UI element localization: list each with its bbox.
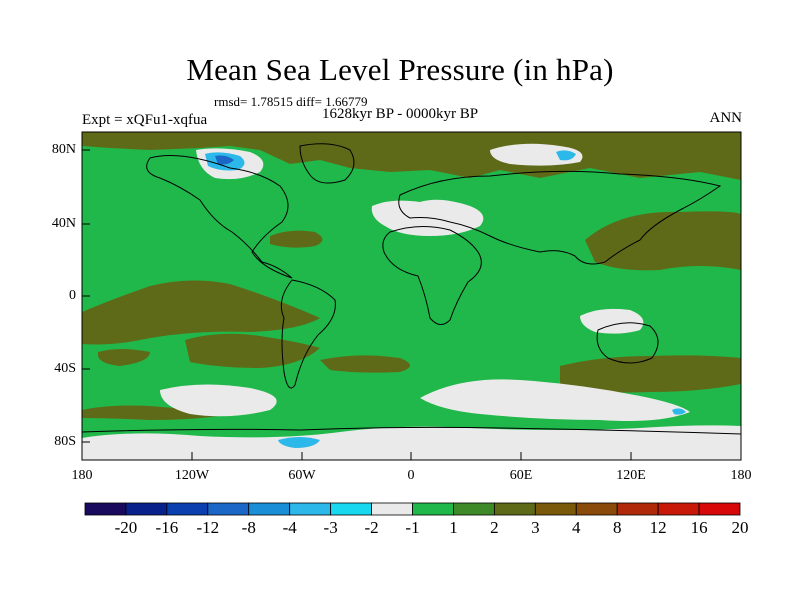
colorbar-label: -3 <box>323 518 338 537</box>
colorbar-swatch <box>166 502 209 516</box>
colorbar-label: -1 <box>405 518 420 537</box>
map-title: Mean Sea Level Pressure (in hPa) <box>186 52 614 87</box>
colorbar-swatch <box>657 502 700 516</box>
coastlines <box>81 143 742 435</box>
colorbar-swatch <box>248 502 291 516</box>
colorbar <box>84 502 741 516</box>
lon-tick-label: 60E <box>509 468 533 483</box>
lon-tick-label: 60W <box>288 468 316 483</box>
lat-tick-label: 80N <box>51 142 76 157</box>
lat-tick-label: 40S <box>54 361 76 376</box>
colorbar-label: 1 <box>449 518 458 537</box>
colorbar-label: -16 <box>155 518 179 537</box>
season-label: ANN <box>709 110 743 126</box>
lat-tick-label: 0 <box>69 288 76 303</box>
colorbar-label: 12 <box>649 518 667 537</box>
axis-ticks <box>82 149 632 460</box>
colorbar-swatch <box>493 502 536 516</box>
colorbar-label: -12 <box>196 518 220 537</box>
colorbar-label: -20 <box>114 518 138 537</box>
colorbar-label: -4 <box>282 518 297 537</box>
colorbar-swatch <box>616 502 659 516</box>
lon-tick-label: 120W <box>174 468 210 483</box>
colorbar-swatch <box>125 502 168 516</box>
colorbar-label: 4 <box>572 518 581 537</box>
colorbar-swatch <box>412 502 454 516</box>
lat-tick-label: 40N <box>51 216 76 231</box>
colorbar-swatch <box>698 502 741 516</box>
colorbar-swatch <box>330 502 372 516</box>
colorbar-swatch <box>84 502 127 516</box>
colorbar-label: 8 <box>612 518 622 537</box>
lat-tick-label: 80S <box>54 434 76 449</box>
positive-anomaly-regions <box>82 132 741 420</box>
lon-tick-label: 0 <box>407 468 415 483</box>
map-panel <box>81 131 742 461</box>
colorbar-label: 2 <box>490 518 499 537</box>
experiment-label: Expt = xQFu1-xqfua <box>82 112 208 128</box>
colorbar-label: 20 <box>731 518 749 537</box>
colorbar-swatch <box>289 502 332 516</box>
colorbar-label: 3 <box>531 518 540 537</box>
colorbar-swatch <box>207 502 250 516</box>
stats-text: rmsd= 1.78515 diff= 1.66779 <box>214 94 368 109</box>
lon-tick-label: 120E <box>616 468 646 483</box>
colorbar-label: -2 <box>364 518 379 537</box>
negative-anomaly-regions <box>205 150 686 448</box>
colorbar-swatch <box>371 502 413 516</box>
map-subtitle: 1628kyr BP - 0000kyr BP <box>321 106 479 122</box>
colorbar-label: 16 <box>690 518 708 537</box>
colorbar-swatch <box>453 502 495 516</box>
lon-tick-label: 180 <box>730 468 752 483</box>
lon-tick-label: 180 <box>71 468 93 483</box>
colorbar-swatch <box>534 502 577 516</box>
colorbar-swatch <box>575 502 618 516</box>
colorbar-label: -8 <box>241 518 256 537</box>
